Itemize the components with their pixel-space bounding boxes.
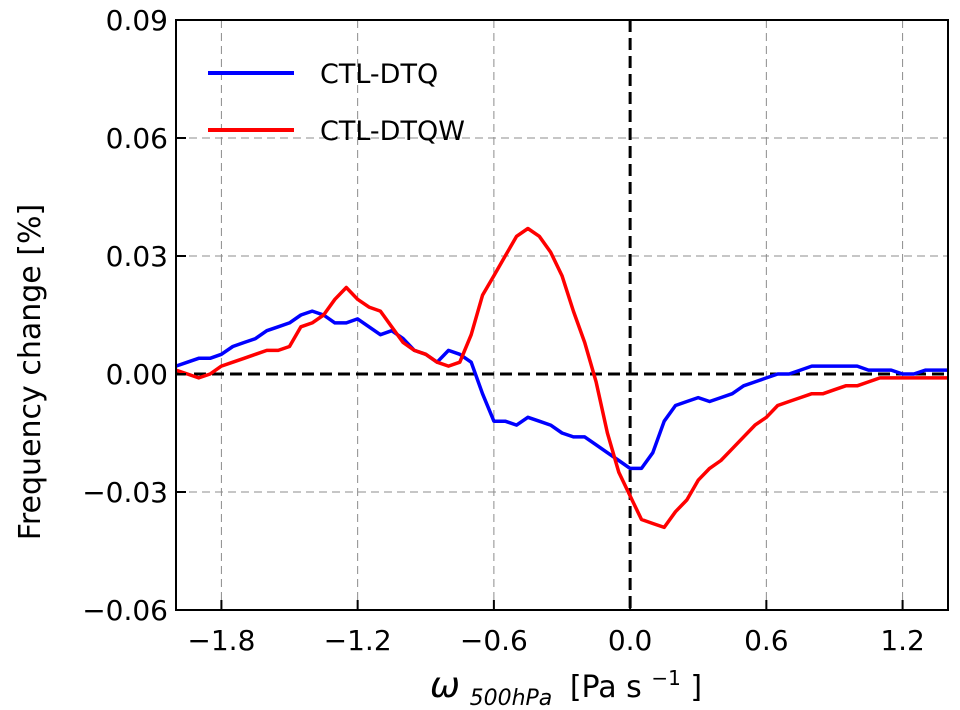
legend-label-ctl-dtq: CTL-DTQ [320, 59, 438, 90]
y-tick-label: 0.09 [106, 4, 168, 37]
grid [176, 20, 948, 610]
x-tick-label: 1.2 [880, 624, 925, 657]
y-tick-label: −0.06 [82, 594, 168, 627]
legend-label-ctl-dtqw: CTL-DTQW [320, 116, 465, 147]
x-tick-labels: −1.8 −1.2 −0.6 0.0 0.6 1.2 [187, 624, 924, 657]
x-axis-label-subscript: 500hPa [470, 686, 553, 710]
zero-reference-lines [176, 20, 948, 610]
y-tick-labels: −0.06 −0.03 0.00 0.03 0.06 0.09 [82, 4, 168, 627]
y-tick-label: 0.03 [106, 240, 168, 273]
x-axis-label-exponent: −1 [651, 666, 680, 690]
series-line-ctl-dtq [175, 309, 948, 471]
x-axis-label-symbol: ω [430, 665, 460, 706]
series-line-ctl-dtqw [175, 226, 948, 530]
tick-marks [176, 19, 904, 611]
y-axis-label: Frequency change [%] [13, 204, 48, 540]
x-tick-label: 0.0 [608, 624, 653, 657]
x-tick-label: −1.8 [187, 624, 255, 657]
x-tick-label: −0.6 [460, 624, 528, 657]
series-lines [175, 226, 948, 530]
x-tick-label: 0.6 [744, 624, 789, 657]
x-tick-label: −1.2 [324, 624, 392, 657]
x-axis-label: ω 500hPa [Pa s −1 ] [430, 658, 702, 710]
y-tick-label: 0.00 [106, 358, 168, 391]
x-axis-label-close: ] [690, 670, 702, 705]
legend: CTL-DTQ CTL-DTQW [208, 59, 465, 147]
plot-frame [175, 19, 949, 611]
y-tick-label: −0.03 [82, 476, 168, 509]
x-axis-label-unit: [Pa s [570, 670, 642, 705]
y-tick-label: 0.06 [106, 122, 168, 155]
